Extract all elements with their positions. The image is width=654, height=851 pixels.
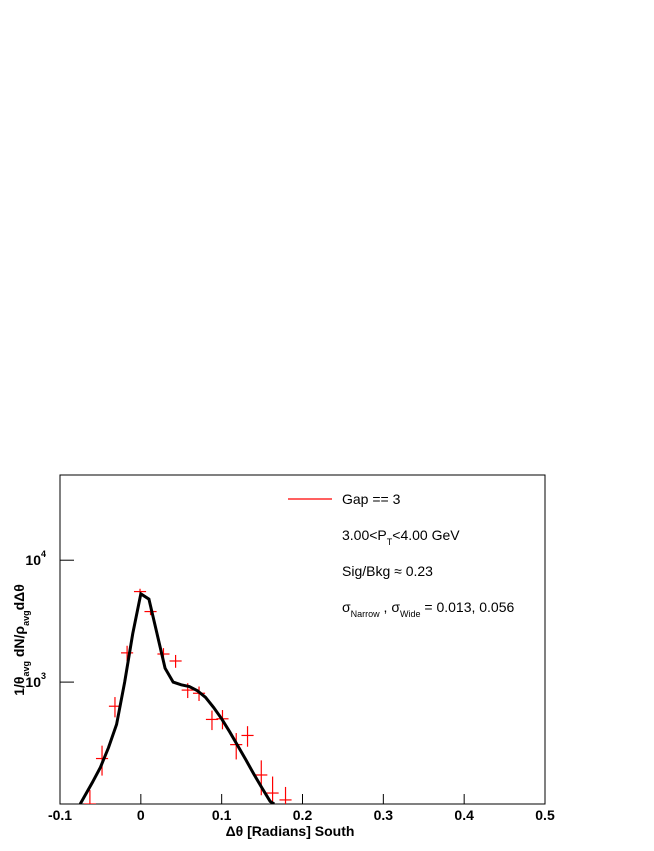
- annotation: Sig/Bkg ≈ 0.23: [342, 563, 433, 579]
- tick-exponent: 4: [41, 549, 46, 559]
- x-tick-label: -0.1: [48, 807, 72, 823]
- text-part: T: [387, 537, 393, 547]
- text-part: dΔθ: [11, 584, 27, 610]
- y-tick-label: 104: [25, 549, 46, 568]
- text-part: Wide: [400, 609, 421, 619]
- text-part: Sig/Bkg ≈ 0.23: [342, 563, 433, 579]
- plot-area: [78, 588, 292, 804]
- legend-label: Gap == 3: [342, 491, 401, 507]
- tick-base: 10: [25, 674, 41, 690]
- text-part: , σ: [380, 599, 401, 615]
- x-tick-label: 0.5: [535, 807, 555, 823]
- x-axis-label: Δθ [Radians] South: [226, 823, 355, 839]
- tick-base: 10: [25, 552, 41, 568]
- y-tick-label: 103: [25, 671, 46, 690]
- annotation: 3.00<PT<4.00 GeV: [342, 527, 460, 547]
- text-part: <4.00 GeV: [392, 527, 460, 543]
- text-part: 1/θ: [11, 677, 27, 696]
- text-part: dN/ρ: [11, 626, 27, 661]
- x-tick-label: 0.2: [293, 807, 313, 823]
- annotation: σNarrow , σWide = 0.013, 0.056: [342, 599, 515, 619]
- fit-line: [78, 591, 276, 804]
- tick-exponent: 3: [41, 671, 46, 681]
- text-part: = 0.013, 0.056: [420, 599, 514, 615]
- text-part: σ: [342, 599, 351, 615]
- text-part: avg: [21, 661, 31, 677]
- x-tick-label: 0.3: [374, 807, 394, 823]
- x-tick-label: 0.4: [454, 807, 474, 823]
- text-part: 3.00<P: [342, 527, 387, 543]
- text-part: avg: [21, 610, 31, 626]
- y-axis-label: 1/θavg dN/ρavgdΔθ: [11, 584, 31, 696]
- x-tick-label: 0.1: [212, 807, 232, 823]
- x-tick-label: 0: [137, 807, 145, 823]
- text-part: Narrow: [351, 609, 381, 619]
- text-part: Δθ [Radians] South: [226, 823, 355, 839]
